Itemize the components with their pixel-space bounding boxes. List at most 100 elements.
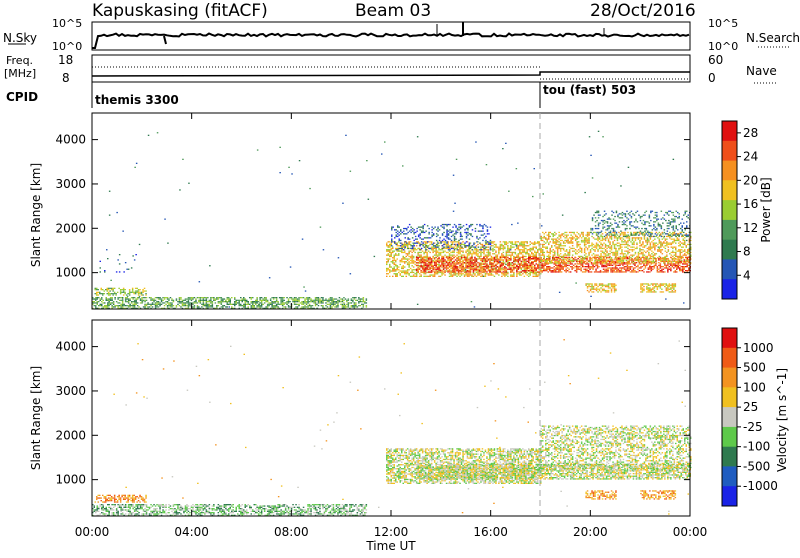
heatmap-cell	[511, 270, 514, 272]
heatmap-cell	[184, 302, 187, 304]
heatmap-cell	[456, 262, 458, 264]
heatmap-cell	[538, 267, 540, 269]
heatmap-cell	[274, 307, 276, 309]
heatmap-cell	[94, 289, 96, 291]
heatmap-cell	[510, 255, 512, 258]
heatmap-cell	[244, 298, 246, 300]
heatmap-cell	[432, 227, 435, 230]
heatmap-cell	[441, 273, 443, 275]
heatmap-cell	[532, 253, 534, 255]
heatmap-cell	[438, 275, 440, 277]
heatmap-cell	[676, 267, 678, 269]
heatmap-cell	[392, 251, 394, 254]
heatmap-cell	[531, 270, 533, 272]
heatmap-cell	[474, 259, 476, 261]
heatmap-cell	[107, 303, 109, 305]
heatmap-cell	[636, 247, 638, 250]
heatmap-cell	[505, 259, 508, 261]
heatmap-cell	[396, 274, 398, 276]
heatmap-cell	[565, 256, 567, 258]
heatmap-cell	[501, 267, 503, 270]
heatmap-cell	[612, 241, 614, 243]
heatmap-cell	[322, 305, 324, 307]
heatmap-cell	[235, 303, 237, 305]
heatmap-cell	[244, 303, 246, 305]
heatmap-cell	[559, 237, 562, 239]
heatmap-cell	[498, 249, 500, 251]
heatmap-cell	[622, 241, 625, 243]
heatmap-cell	[229, 298, 231, 300]
heatmap-cell	[481, 245, 484, 247]
heatmap-cell	[683, 260, 685, 262]
heatmap-cell	[628, 260, 630, 262]
heatmap-cell	[532, 266, 534, 268]
heatmap-cell	[625, 271, 627, 273]
heatmap-cell	[576, 231, 578, 234]
heatmap-cell	[513, 274, 515, 276]
heatmap-cell	[134, 291, 137, 293]
heatmap-cell	[256, 298, 258, 300]
heatmap-cell	[465, 246, 467, 248]
heatmap-cell	[406, 242, 409, 244]
heatmap-cell	[502, 241, 505, 243]
heatmap-cell	[619, 255, 622, 258]
heatmap-cell	[247, 301, 249, 303]
heatmap-cell	[507, 263, 509, 265]
heatmap-cell	[446, 231, 448, 234]
heatmap-cell	[486, 229, 489, 231]
heatmap-cell	[420, 226, 423, 228]
heatmap-cell	[301, 297, 303, 299]
heatmap-cell	[596, 262, 599, 264]
heatmap-cell	[597, 239, 599, 242]
heatmap-cell	[562, 245, 565, 247]
nsky-panel: N.Sky 10^5 10^0 10^5 10^0 N.Search	[3, 17, 800, 53]
heatmap-cell	[192, 302, 194, 304]
heatmap-cell	[436, 254, 439, 256]
heatmap-cell	[460, 250, 463, 252]
heatmap-cell	[659, 264, 662, 266]
heatmap-cell	[131, 290, 134, 292]
heatmap-cell	[278, 297, 281, 299]
heatmap-cell	[564, 245, 566, 247]
heatmap-cell	[414, 269, 416, 271]
heatmap-cell	[523, 259, 526, 261]
heatmap-cell	[671, 264, 674, 266]
heatmap-cell	[615, 251, 617, 254]
heatmap-cell	[487, 266, 490, 268]
heatmap-cell	[410, 247, 412, 250]
heatmap-cell	[535, 275, 537, 277]
heatmap-cell	[625, 242, 628, 244]
heatmap-cell	[217, 305, 220, 307]
heatmap-cell	[401, 246, 403, 248]
heatmap-cell	[187, 297, 190, 299]
heatmap-cell	[625, 262, 627, 264]
heatmap-cell	[187, 302, 190, 304]
heatmap-cell	[432, 268, 434, 270]
heatmap-cell	[335, 305, 338, 307]
heatmap-cell	[343, 305, 345, 307]
heatmap-cell	[414, 263, 416, 266]
heatmap-cell	[145, 299, 148, 301]
heatmap-cell	[298, 299, 300, 301]
heatmap-cell	[580, 259, 583, 262]
heatmap-cell	[159, 297, 161, 299]
heatmap-cell	[637, 251, 640, 254]
heatmap-cell	[390, 270, 392, 272]
heatmap-cell	[192, 307, 194, 309]
heatmap-cell	[412, 246, 415, 248]
heatmap-cell	[625, 268, 627, 270]
heatmap-cell	[665, 266, 668, 268]
heatmap-cell	[535, 273, 537, 275]
heatmap-cell	[163, 305, 166, 307]
heatmap-cell	[244, 306, 246, 308]
heatmap-cell	[559, 259, 561, 261]
heatmap-cell	[340, 303, 342, 305]
heatmap-cell	[686, 263, 688, 265]
heatmap-cell	[471, 275, 473, 277]
heatmap-cell	[643, 263, 645, 265]
heatmap-cell	[480, 268, 482, 270]
heatmap-cell	[598, 246, 601, 248]
heatmap-cell	[447, 230, 450, 232]
heatmap-cell	[447, 243, 449, 246]
heatmap-cell	[481, 258, 484, 260]
